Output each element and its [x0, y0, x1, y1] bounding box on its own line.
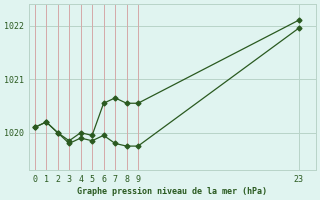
X-axis label: Graphe pression niveau de la mer (hPa): Graphe pression niveau de la mer (hPa): [77, 187, 268, 196]
